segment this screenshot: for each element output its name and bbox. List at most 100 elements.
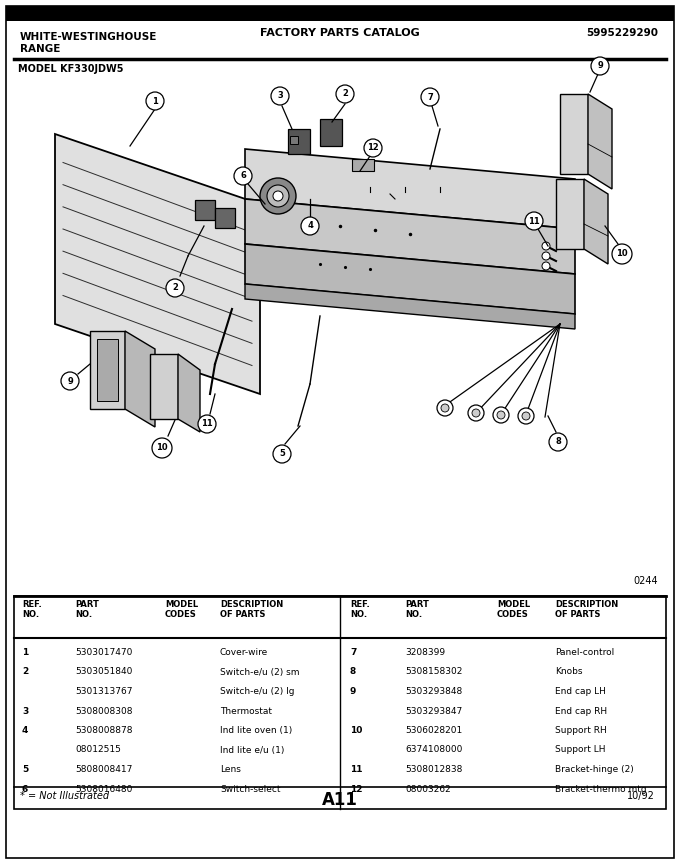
Text: 3208399: 3208399 — [405, 648, 445, 657]
Circle shape — [273, 191, 283, 201]
Text: Bracket-thermo mtg: Bracket-thermo mtg — [555, 785, 647, 793]
Text: 7: 7 — [350, 648, 356, 657]
Text: 4: 4 — [22, 726, 29, 735]
Text: 5: 5 — [22, 765, 29, 774]
Text: 9: 9 — [350, 687, 356, 696]
Bar — [290, 136, 298, 144]
Text: Ind lite oven (1): Ind lite oven (1) — [220, 726, 292, 735]
Circle shape — [336, 85, 354, 103]
Text: 6: 6 — [240, 171, 246, 181]
Text: 9: 9 — [67, 377, 73, 385]
Text: Knobs: Knobs — [555, 668, 583, 677]
Text: 1: 1 — [152, 97, 158, 105]
Circle shape — [198, 415, 216, 433]
Text: PART
NO.: PART NO. — [405, 600, 429, 619]
Text: REF.
NO.: REF. NO. — [350, 600, 370, 619]
Circle shape — [542, 252, 550, 260]
Polygon shape — [556, 179, 584, 249]
Text: MODEL
CODES: MODEL CODES — [165, 600, 198, 619]
Text: 2: 2 — [172, 283, 178, 293]
Polygon shape — [245, 284, 575, 329]
Text: 6374108000: 6374108000 — [405, 746, 462, 754]
Text: 2: 2 — [342, 90, 348, 98]
Text: 12: 12 — [350, 785, 362, 793]
Text: 11: 11 — [528, 217, 540, 226]
Polygon shape — [90, 331, 125, 409]
Text: 5308158302: 5308158302 — [405, 668, 462, 677]
Text: 10/92: 10/92 — [627, 791, 655, 801]
Text: 11: 11 — [201, 420, 213, 429]
Text: DESCRIPTION
OF PARTS: DESCRIPTION OF PARTS — [555, 600, 618, 619]
Text: 12: 12 — [367, 143, 379, 153]
Text: 6: 6 — [22, 785, 29, 793]
Text: DESCRIPTION
OF PARTS: DESCRIPTION OF PARTS — [220, 600, 284, 619]
Circle shape — [260, 178, 296, 214]
Text: 7: 7 — [427, 92, 433, 101]
Text: MODEL KF330JDW5: MODEL KF330JDW5 — [18, 64, 124, 74]
Text: 5308008308: 5308008308 — [75, 707, 133, 715]
Text: FACTORY PARTS CATALOG: FACTORY PARTS CATALOG — [260, 28, 420, 38]
Text: 5303293848: 5303293848 — [405, 687, 462, 696]
Bar — [14, 596, 666, 809]
Polygon shape — [245, 149, 575, 229]
Text: 10: 10 — [616, 250, 628, 258]
Circle shape — [472, 409, 480, 417]
Circle shape — [267, 185, 289, 207]
Text: Switch-e/u (2) sm: Switch-e/u (2) sm — [220, 668, 299, 677]
Circle shape — [166, 279, 184, 297]
Text: A11: A11 — [322, 791, 358, 809]
Text: 1: 1 — [22, 648, 29, 657]
Text: 5303051840: 5303051840 — [75, 668, 133, 677]
Circle shape — [612, 244, 632, 264]
Text: REF.
NO.: REF. NO. — [22, 600, 41, 619]
Circle shape — [542, 242, 550, 250]
Bar — [352, 159, 374, 171]
Text: 3: 3 — [277, 92, 283, 100]
Polygon shape — [584, 179, 608, 264]
Polygon shape — [588, 94, 612, 189]
Text: 4: 4 — [307, 221, 313, 231]
Text: 0244: 0244 — [633, 576, 658, 586]
Bar — [6, 6, 674, 21]
Text: End cap RH: End cap RH — [555, 707, 607, 715]
Circle shape — [468, 405, 484, 421]
Bar — [195, 200, 215, 220]
Circle shape — [273, 445, 291, 463]
Circle shape — [441, 404, 449, 412]
Text: * = Not Illustrated: * = Not Illustrated — [20, 791, 109, 801]
Circle shape — [497, 411, 505, 419]
Text: Bracket-hinge (2): Bracket-hinge (2) — [555, 765, 634, 774]
Circle shape — [364, 139, 382, 157]
Circle shape — [549, 433, 567, 451]
Circle shape — [152, 438, 172, 458]
Circle shape — [518, 408, 534, 424]
Text: 3: 3 — [22, 707, 29, 715]
Circle shape — [421, 88, 439, 106]
Polygon shape — [245, 244, 575, 314]
Polygon shape — [245, 199, 575, 274]
Text: 5306028201: 5306028201 — [405, 726, 462, 735]
Bar — [215, 208, 235, 228]
Text: 8: 8 — [350, 668, 356, 677]
Text: Ind lite e/u (1): Ind lite e/u (1) — [220, 746, 284, 754]
Text: 11: 11 — [350, 765, 362, 774]
Text: Panel-control: Panel-control — [555, 648, 614, 657]
Text: WHITE-WESTINGHOUSE
RANGE: WHITE-WESTINGHOUSE RANGE — [20, 32, 157, 54]
Circle shape — [522, 412, 530, 420]
Polygon shape — [320, 119, 342, 146]
Polygon shape — [288, 129, 310, 154]
Polygon shape — [150, 354, 178, 419]
Text: MODEL
CODES: MODEL CODES — [497, 600, 530, 619]
Text: 5303293847: 5303293847 — [405, 707, 462, 715]
Text: 8: 8 — [555, 437, 561, 447]
Text: Cover-wire: Cover-wire — [220, 648, 268, 657]
Polygon shape — [178, 354, 200, 432]
Text: 5303017470: 5303017470 — [75, 648, 133, 657]
Text: 5301313767: 5301313767 — [75, 687, 133, 696]
Text: Thermostat: Thermostat — [220, 707, 272, 715]
Polygon shape — [55, 134, 260, 394]
Text: 10: 10 — [156, 443, 168, 453]
Polygon shape — [97, 339, 118, 401]
Circle shape — [61, 372, 79, 390]
Text: 10: 10 — [350, 726, 362, 735]
